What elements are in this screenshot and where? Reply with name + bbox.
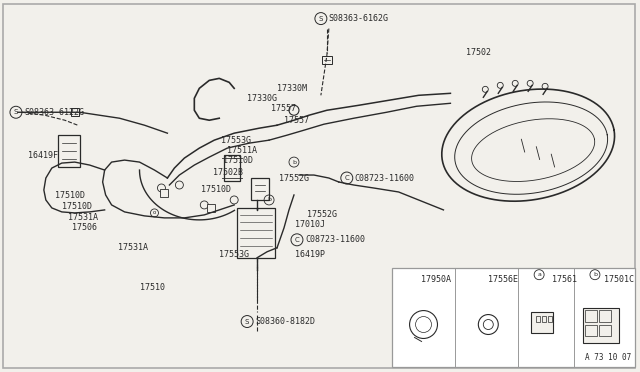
Text: 16419F: 16419F	[28, 151, 58, 160]
Bar	[71, 108, 79, 116]
Text: 17553G: 17553G	[220, 250, 249, 259]
Text: S08360-8182D: S08360-8182D	[255, 317, 315, 326]
Text: 17330M: 17330M	[277, 84, 307, 93]
Text: 17510D: 17510D	[62, 202, 92, 211]
Bar	[161, 189, 168, 197]
Text: C08723-11600: C08723-11600	[355, 173, 415, 183]
Text: 17502B: 17502B	[213, 167, 243, 177]
Text: 16419P: 16419P	[295, 250, 325, 259]
Bar	[583, 308, 619, 343]
Text: 17557: 17557	[284, 116, 309, 125]
Text: C: C	[294, 237, 300, 243]
Text: b: b	[593, 272, 597, 277]
Text: 17501C: 17501C	[604, 275, 634, 284]
Text: 17557: 17557	[271, 104, 296, 113]
Bar	[548, 315, 552, 321]
Text: 17502: 17502	[467, 48, 492, 57]
Text: C: C	[344, 175, 349, 181]
Bar	[392, 268, 635, 368]
Bar	[599, 310, 611, 321]
Bar	[224, 155, 240, 181]
Bar	[542, 315, 546, 321]
Text: 17552G: 17552G	[279, 173, 309, 183]
Text: o: o	[153, 211, 156, 215]
Text: 17510D: 17510D	[223, 155, 253, 164]
Text: 17531A: 17531A	[68, 214, 98, 222]
Bar	[585, 310, 597, 321]
Text: 17511A: 17511A	[227, 145, 257, 155]
Text: 17010J: 17010J	[295, 220, 325, 230]
Bar	[237, 208, 275, 258]
Text: S: S	[245, 318, 250, 324]
Text: 17553G: 17553G	[221, 136, 252, 145]
Text: b: b	[292, 160, 296, 164]
Bar	[531, 312, 553, 333]
Bar	[599, 324, 611, 337]
Text: 17531A: 17531A	[118, 243, 148, 252]
Text: 17330G: 17330G	[247, 94, 277, 103]
Bar	[585, 324, 597, 337]
Bar	[251, 178, 269, 200]
Text: 17950A: 17950A	[420, 275, 451, 284]
Bar	[58, 135, 80, 167]
Text: b: b	[267, 198, 271, 202]
Text: C08723-11600: C08723-11600	[305, 235, 365, 244]
Text: 17506: 17506	[72, 223, 97, 232]
Text: 17510: 17510	[140, 283, 164, 292]
Text: S08363-6162G: S08363-6162G	[329, 14, 389, 23]
Text: S: S	[13, 109, 18, 115]
Text: A 73 10 07: A 73 10 07	[584, 353, 631, 362]
Text: 17510D: 17510D	[55, 192, 85, 201]
Text: S08363-6122G: S08363-6122G	[24, 108, 84, 117]
Bar	[322, 57, 332, 64]
Text: a: a	[537, 272, 541, 277]
Text: 17561: 17561	[552, 275, 577, 284]
Bar	[536, 315, 540, 321]
Bar	[207, 204, 215, 212]
Text: 17552G: 17552G	[307, 211, 337, 219]
Text: 17556E: 17556E	[488, 275, 518, 284]
Text: 17510D: 17510D	[202, 186, 231, 195]
Text: S: S	[319, 16, 323, 22]
